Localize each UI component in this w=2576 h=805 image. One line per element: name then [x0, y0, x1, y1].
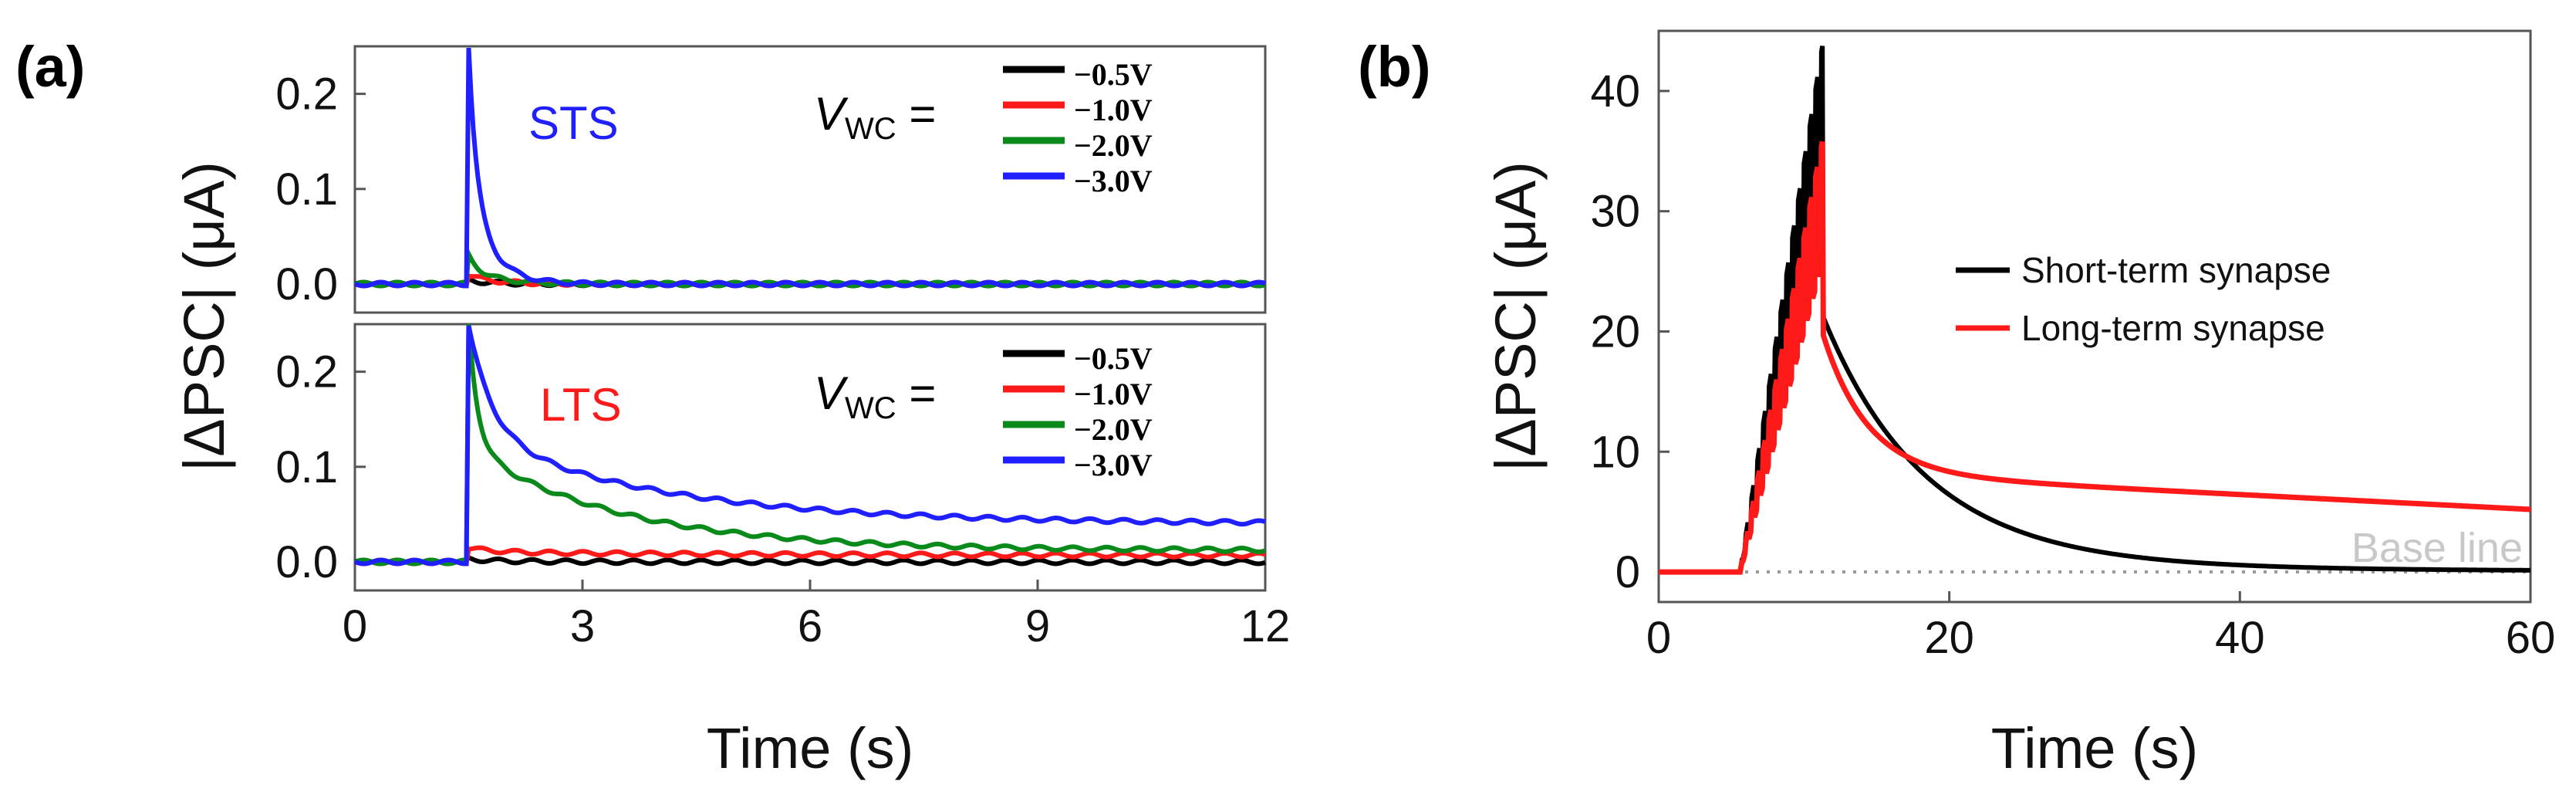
panel-b-plot-frame	[1657, 29, 2532, 604]
panel-a-series-lts-0	[354, 555, 1266, 567]
panel-b-y-tick-label: 10	[1590, 427, 1640, 477]
panel-a-series-lts-2	[354, 323, 1266, 567]
panel-b-y-tick-label: 40	[1590, 66, 1640, 117]
panel-a-series-lts-3	[353, 325, 1266, 567]
panel-b-x-tick-label: 40	[2215, 613, 2265, 663]
panel-a-legend-label: −1.0V	[1074, 93, 1153, 127]
panel-b-x-tick-label: 60	[2506, 613, 2556, 663]
panel-b-y-tick-label: 20	[1590, 306, 1640, 357]
panel-a-legend-label: −3.0V	[1074, 448, 1153, 482]
panel-b-x-tick-label: 0	[1646, 613, 1671, 663]
panel-a-y-tick-label: 0.2	[275, 69, 338, 120]
panel-a-y-tick-label: 0.1	[275, 164, 338, 215]
panel-a-legend-label: −0.5V	[1074, 57, 1153, 92]
panel-a-x-tick-label: 6	[798, 601, 822, 651]
panel-a-y-tick-label: 0.2	[275, 347, 338, 397]
panel-a-x-tick-label: 3	[570, 601, 595, 651]
panel-a-legend-label: −2.0V	[1074, 412, 1153, 447]
panel-a-series-lts-1	[353, 545, 1266, 567]
panel-a-legend-label: −2.0V	[1074, 128, 1153, 163]
panel-a-legend-label: −0.5V	[1074, 341, 1153, 376]
panel-a-y-tick-label: 0.1	[275, 442, 338, 492]
panel-b-x-tick-label: 20	[1924, 613, 1974, 663]
panel-a-y-title: |ΔPSC| (μA)	[172, 161, 236, 472]
panel-a-x-tick-label: 12	[1241, 601, 1291, 651]
panel-b-series-long-term	[1659, 140, 2530, 575]
panel-b-y-tick-label: 0	[1615, 547, 1640, 597]
panel-b-y-tick-label: 30	[1590, 187, 1640, 237]
panel-a-legend-label: −3.0V	[1074, 164, 1153, 198]
panel-a-x-tick-label: 0	[343, 601, 367, 651]
panel-a-x-tick-label: 9	[1025, 601, 1050, 651]
panel-b-series-short-term	[1659, 46, 2530, 575]
sts-tag: STS	[528, 97, 619, 149]
panel-a-y-tick-label: 0.0	[275, 537, 338, 587]
panel-a-x-title: Time (s)	[707, 716, 914, 780]
baseline-label: Base line	[2351, 525, 2523, 571]
legend-short-term-label: Short-term synapse	[2021, 250, 2331, 290]
panel-label-a: (a)	[15, 35, 85, 99]
sts-vwc-label: VWC =	[814, 88, 936, 146]
panel-a-legend-label: −1.0V	[1074, 377, 1153, 411]
legend-long-term-label: Long-term synapse	[2021, 308, 2325, 348]
panel-a-y-tick-label: 0.0	[275, 259, 338, 309]
sts-plot-frame	[353, 45, 1267, 314]
lts-vwc-label: VWC =	[814, 367, 936, 425]
lts-tag: LTS	[540, 379, 622, 431]
panel-a-series-sts-3	[353, 47, 1266, 289]
panel-b-x-title: Time (s)	[1991, 716, 2199, 780]
panel-label-b: (b)	[1358, 35, 1431, 99]
panel-b-y-title: |ΔPSC| (μA)	[1484, 161, 1548, 472]
